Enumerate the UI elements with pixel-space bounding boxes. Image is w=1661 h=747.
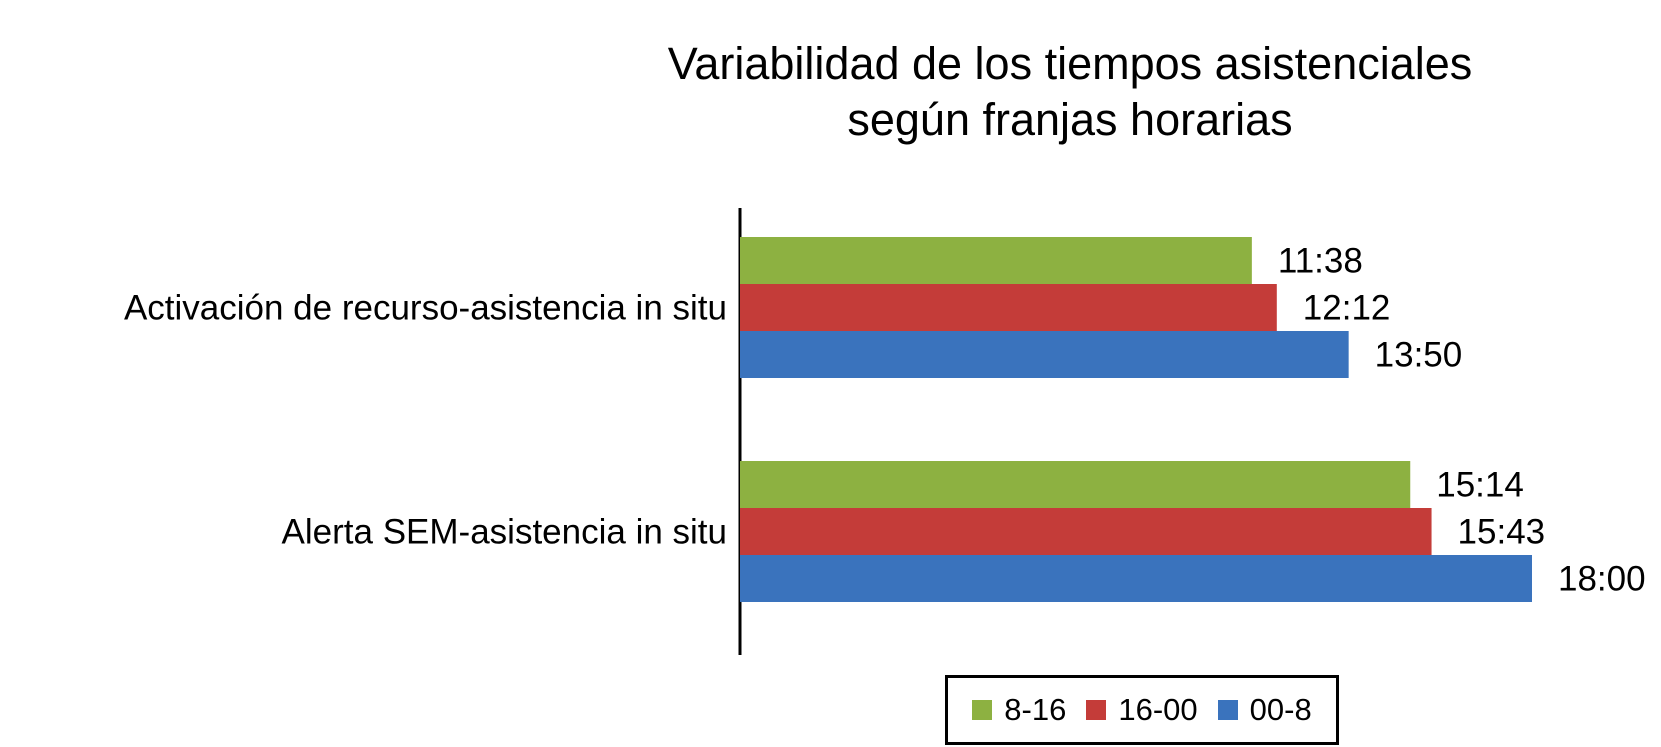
bar-00-8-1 — [740, 331, 1349, 378]
legend: 8-16 16-00 00-8 — [945, 675, 1339, 745]
bar-00-8-2 — [740, 555, 1532, 602]
data-label: 11:38 — [1278, 242, 1363, 281]
legend-label-8-16: 8-16 — [1004, 692, 1067, 727]
data-label: 15:14 — [1436, 466, 1524, 505]
legend-swatch-16-00 — [1086, 700, 1107, 720]
legend-label-00-8: 00-8 — [1249, 692, 1312, 727]
legend-swatch-8-16 — [972, 700, 993, 720]
data-label: 13:50 — [1375, 336, 1463, 375]
bar-8-16-1 — [740, 237, 1252, 284]
category-label: Alerta SEM-asistencia in situ — [282, 513, 727, 552]
bar-16-00-2 — [740, 508, 1432, 555]
legend-item-00-8: 00-8 — [1217, 692, 1312, 728]
legend-label-16-00: 16-00 — [1118, 692, 1198, 727]
plot-area: Activación de recurso-asistencia in situ… — [124, 208, 1646, 655]
category-label: Activación de recurso-asistencia in situ — [124, 289, 727, 328]
legend-item-8-16: 8-16 — [972, 692, 1066, 728]
data-label: 15:43 — [1458, 513, 1546, 552]
bar-8-16-2 — [740, 461, 1411, 508]
data-label: 18:00 — [1558, 560, 1646, 599]
bar-16-00-1 — [740, 284, 1277, 331]
legend-swatch-00-8 — [1217, 700, 1238, 720]
chart-title-line-1: Variabilidad de los tiempos asistenciale… — [667, 38, 1473, 89]
chart-title-line-2: según franjas horarias — [847, 94, 1293, 145]
legend-item-16-00: 16-00 — [1086, 692, 1198, 728]
data-label: 12:12 — [1303, 289, 1391, 328]
chart-title: Variabilidad de los tiempos asistenciale… — [630, 36, 1510, 148]
